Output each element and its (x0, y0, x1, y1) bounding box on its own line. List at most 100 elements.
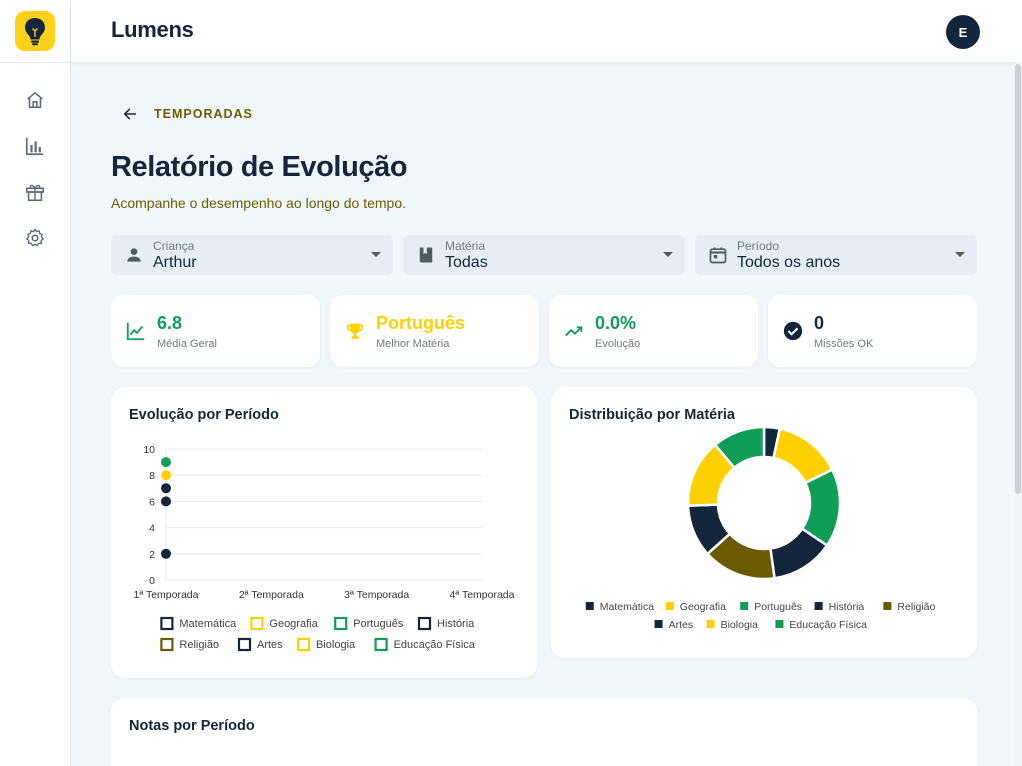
data-point (161, 483, 171, 494)
legend-swatch (237, 637, 252, 652)
legend-label: Português (754, 601, 802, 613)
legend-label: História (437, 618, 475, 630)
calendar-icon (709, 247, 727, 264)
subject-select-value: Todas (445, 254, 488, 271)
legend-label: Biologia (316, 639, 356, 651)
legend-label: Artes (257, 639, 283, 651)
x-tick-label: 3ª Temporada (344, 589, 409, 601)
chevron-down-icon (663, 252, 673, 257)
legend-swatch (814, 602, 823, 610)
page-title: Relatório de Evolução (111, 151, 408, 183)
y-tick-label: 6 (149, 496, 155, 508)
y-tick-label: 8 (149, 470, 155, 482)
scrollbar-thumb[interactable] (1015, 64, 1021, 494)
top-bar: Lumens E (71, 0, 1022, 62)
x-tick-label: 2ª Temporada (239, 589, 304, 601)
back-link[interactable]: TEMPORADAS (122, 106, 253, 122)
legend-label: Geografia (680, 601, 726, 613)
period-select-value: Todos os anos (737, 254, 841, 271)
kpi-label: Evolução (595, 338, 641, 350)
legend-swatch (417, 616, 432, 631)
evolution-chart-title: Evolução por Período (129, 407, 279, 423)
y-tick-label: 2 (149, 549, 155, 561)
book-icon (419, 247, 433, 263)
kpi-value: 0.0% (595, 313, 637, 333)
legend-swatch (160, 616, 174, 631)
period-select-label: Período (737, 239, 780, 253)
legend-swatch (160, 637, 174, 652)
gear-icon (26, 228, 44, 247)
period-select[interactable]: Período Todos os anos (695, 235, 977, 275)
legend-swatch (296, 637, 311, 652)
distribution-chart: Matemática Geografia Português História Reli… (585, 425, 935, 631)
sidebar (0, 0, 71, 766)
page-scrollbar[interactable] (1014, 62, 1022, 766)
check-circle-icon (783, 321, 803, 341)
data-point (161, 470, 171, 481)
sidebar-item-home[interactable] (23, 88, 47, 112)
arrow-left-icon (123, 108, 137, 120)
bar-chart-icon (25, 137, 44, 156)
chevron-down-icon (955, 252, 965, 257)
lightbulb-icon (25, 18, 45, 46)
gift-icon (25, 184, 45, 202)
legend-label: Religião (179, 639, 219, 651)
legend-label: Artes (669, 619, 694, 631)
data-point (161, 548, 171, 559)
evolution-chart: 0 2 4 6 8 10 1ª Temporada 2ª Temporada 3ª Tempor… (134, 444, 515, 652)
chevron-down-icon (371, 252, 381, 257)
sidebar-divider (0, 62, 71, 63)
kpi-value: Português (376, 313, 466, 333)
legend-label: Educação Física (789, 619, 867, 631)
kpi-label: Missões OK (814, 338, 874, 350)
lumens-logo[interactable] (15, 11, 55, 51)
legend-label: Matemática (179, 618, 237, 630)
data-point (161, 457, 171, 468)
child-select-label: Criança (153, 239, 195, 253)
kpi-card-evolution: 0.0% Evolução (549, 295, 758, 367)
notes-table-title: Notas por Período (129, 718, 255, 734)
legend-label: Geografia (269, 618, 318, 630)
legend-label: Matemática (600, 601, 654, 613)
child-select-value: Arthur (153, 254, 197, 271)
legend-swatch (334, 616, 348, 631)
y-tick-label: 4 (149, 523, 155, 535)
pie-slice (713, 425, 766, 470)
evolution-chart-card: Evolução por Período 0 2 4 6 8 10 1ª Temporada… (111, 387, 537, 678)
data-point (161, 496, 171, 507)
legend-swatch (250, 616, 264, 631)
legend-swatch (740, 602, 749, 610)
sidebar-item-reports[interactable] (23, 134, 47, 158)
distribution-chart-card: Distribuição por Matéria Matemática Geogr… (551, 387, 977, 658)
legend-label: Biologia (721, 619, 759, 631)
legend-label: História (829, 601, 865, 613)
legend-swatch (665, 602, 674, 610)
legend-label: Português (353, 618, 404, 630)
distribution-chart-title: Distribuição por Matéria (569, 407, 735, 423)
app-title: Lumens (111, 17, 194, 42)
subject-select[interactable]: Matéria Todas (403, 235, 685, 275)
user-avatar[interactable]: E (946, 15, 980, 49)
trend-chart-icon (126, 322, 145, 341)
trending-up-icon (565, 326, 583, 337)
back-link-label: TEMPORADAS (154, 107, 253, 121)
y-tick-label: 10 (143, 444, 155, 456)
kpi-card-missions: 0 Missões OK (768, 295, 977, 367)
sidebar-item-rewards[interactable] (23, 180, 47, 204)
sidebar-item-settings[interactable] (23, 226, 47, 250)
kpi-card-best-subject: Português Melhor Matéria (330, 295, 539, 367)
y-tick-label: 0 (149, 575, 155, 587)
subject-select-label: Matéria (445, 239, 486, 253)
legend-swatch (883, 602, 892, 610)
legend-swatch (775, 620, 784, 628)
kpi-value: 6.8 (157, 313, 183, 333)
legend-label: Educação Física (394, 639, 476, 651)
legend-swatch (654, 620, 663, 628)
legend-swatch (374, 637, 388, 652)
notes-table-card: Notas por Período (111, 698, 977, 766)
trophy-icon (346, 323, 364, 339)
page-subtitle: Acompanhe o desempenho ao longo do tempo… (111, 195, 406, 211)
child-select[interactable]: Criança Arthur (111, 235, 393, 275)
x-tick-label: 4ª Temporada (450, 589, 515, 601)
person-icon (127, 248, 141, 262)
